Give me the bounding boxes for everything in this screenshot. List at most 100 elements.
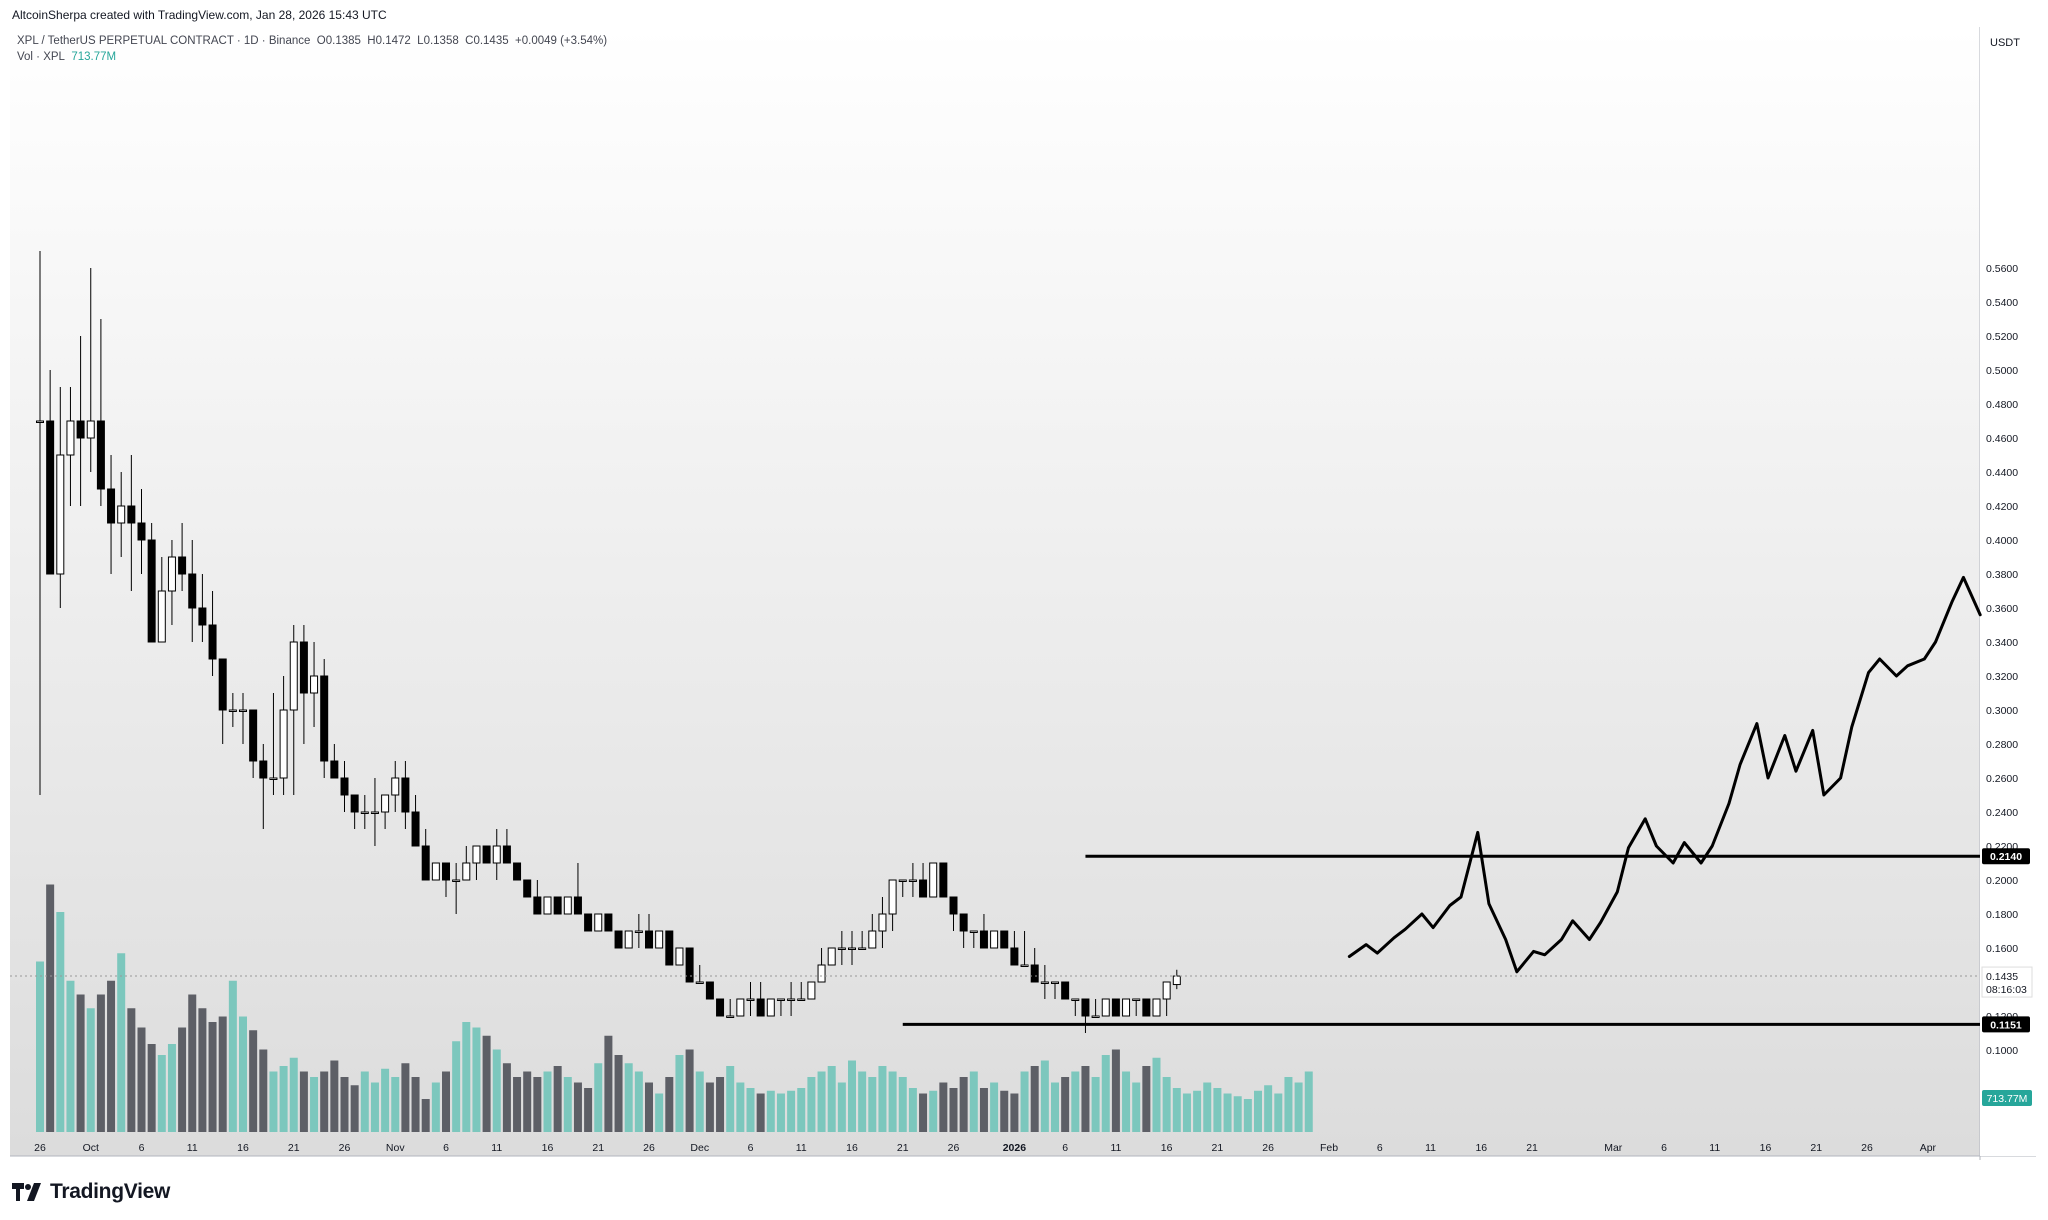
volume-bar [736,1082,745,1132]
volume-bar [1142,1066,1151,1132]
x-tick-label: 6 [1661,1142,1667,1154]
candle-up [56,454,65,575]
x-tick-label: 6 [139,1142,145,1154]
x-tick-label: Nov [386,1142,405,1154]
volume-bar [513,1077,522,1132]
x-tick-label: 16 [237,1142,249,1154]
candle-down [46,420,55,575]
projection-drawing[interactable] [1347,575,1982,974]
candle-down [299,641,308,694]
volume-bar [939,1082,948,1132]
candle-up [279,709,288,779]
volume-bar [1254,1090,1262,1132]
candle-down [127,505,136,524]
x-tick-label: 21 [1212,1142,1224,1154]
candle-down [1030,964,1039,983]
volume-bar [908,1088,917,1132]
volume-bar [56,912,65,1132]
volume-bar [1182,1093,1191,1132]
volume-bar [178,1027,187,1132]
volume-bar [1071,1071,1080,1132]
candle-down [614,930,623,949]
symbol-name[interactable]: XPL / TetherUS PERPETUAL CONTRACT [17,35,234,47]
volume-bar [411,1077,420,1132]
candle-up [167,556,176,592]
x-tick-label: Mar [1604,1142,1623,1154]
tradingview-brand[interactable]: TradingView [12,1180,170,1204]
candle-up [746,998,755,1001]
volume-bar [898,1077,907,1132]
volume-bar [746,1088,755,1132]
candle-up [807,981,816,1000]
volume-bar [320,1071,329,1132]
candle-up [391,777,400,796]
volume-bar [462,1022,471,1132]
x-tick-label: 26 [1861,1142,1873,1154]
x-tick-label: 21 [897,1142,909,1154]
volume-bar [1233,1096,1242,1132]
candle-down [208,624,217,660]
volume-bar [502,1063,511,1132]
candle-down [421,845,430,881]
volume-bar [117,953,126,1132]
currency-label[interactable]: USDT [1990,37,2020,49]
x-tick-label: 2026 [1003,1142,1027,1154]
x-tick-label: 16 [846,1142,858,1154]
candle-up [1091,1015,1100,1018]
y-tick-label: 0.1800 [1986,909,2018,921]
y-tick-label: 0.1000 [1986,1045,2018,1057]
volume-bar [1040,1060,1049,1132]
volume-bar [188,994,197,1132]
x-tick-label: 26 [339,1142,351,1154]
y-tick-label: 0.2600 [1986,773,2018,785]
candle-up [990,930,999,949]
volume-bar [1122,1071,1131,1132]
volume-bar [1010,1093,1019,1132]
volume-bar [157,1055,166,1132]
candle-up [269,777,278,780]
volume-bar [208,1022,217,1132]
volume-bar [1000,1090,1009,1132]
candle-down [513,862,522,881]
y-tick-label: 0.1600 [1986,943,2018,955]
volume-bar [949,1088,958,1132]
y-tick-label: 0.3800 [1986,569,2018,581]
volume-bar [147,1044,156,1132]
volume-bar [96,994,105,1132]
candle-down [147,539,156,643]
volume-bar [807,1077,816,1132]
volume-bar [837,1082,846,1132]
candle-down [76,420,85,439]
volume-bar [1020,1071,1029,1132]
volume-bar [76,994,85,1132]
tradingview-logo-icon [12,1183,41,1201]
candle-down [949,896,958,915]
volume-axis-label: 713.77M [1987,1093,2028,1105]
candle-down [178,556,187,575]
level-label-bg [1982,848,2030,865]
candle-up [858,947,867,950]
candle-up [1020,964,1029,967]
volume-label[interactable]: Vol · XPL [17,51,65,63]
x-tick-label: 21 [592,1142,604,1154]
volume-bar [228,980,237,1132]
plot-background [10,27,1980,1156]
volume-bar [969,1071,978,1132]
x-tick-label: 21 [1526,1142,1538,1154]
x-tick-label: Feb [1320,1142,1338,1154]
candle-up [837,947,846,950]
volume-bar [1081,1066,1090,1132]
y-tick-label: 0.5400 [1986,297,2018,309]
volume-bar [381,1068,390,1132]
volume-bar [482,1035,491,1132]
candle-up [1132,998,1141,1001]
candle-up [1071,998,1080,1001]
candle-up [1051,981,1059,984]
y-tick-label: 0.2400 [1986,807,2018,819]
volume-bar [594,1063,603,1132]
volume-bar [350,1085,359,1132]
x-tick-label: 11 [1110,1142,1121,1154]
volume-bar [1213,1088,1222,1132]
volume-bar [107,980,116,1132]
